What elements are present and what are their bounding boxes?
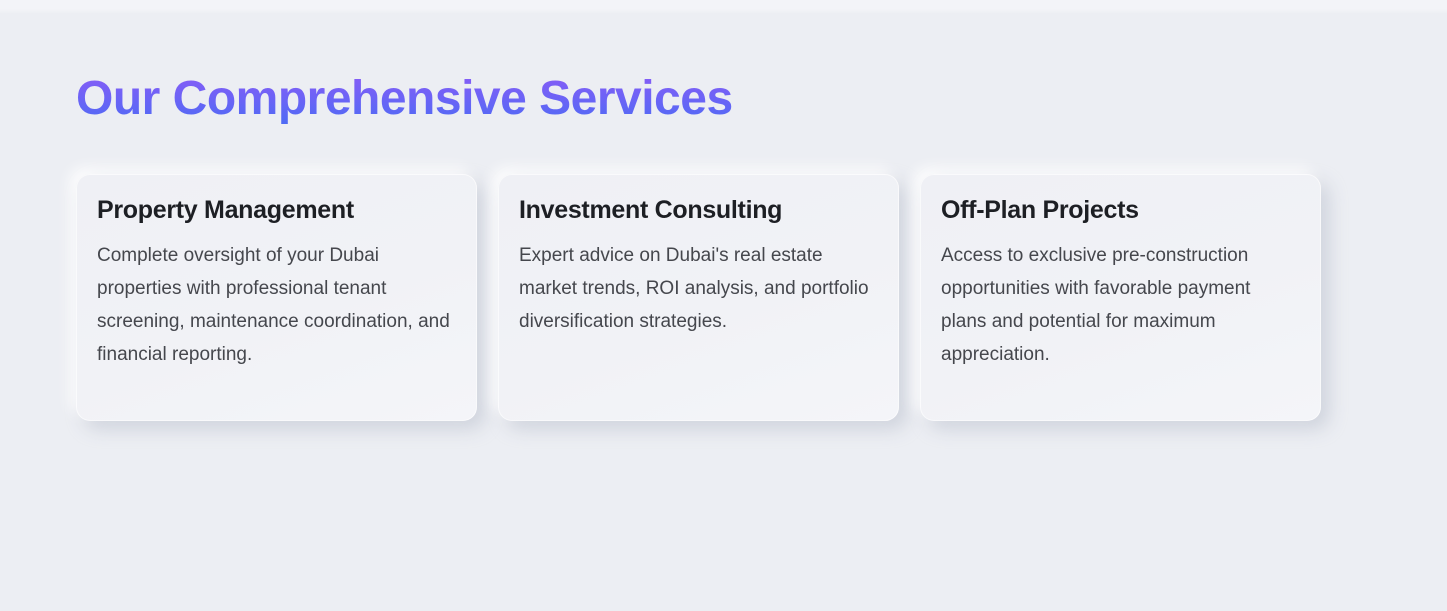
card-title-off-plan-projects: Off-Plan Projects <box>941 195 1139 224</box>
service-card-investment-consulting: Investment Consulting Expert advice on D… <box>498 173 899 421</box>
card-description-investment-consulting: Expert advice on Dubai's real estate mar… <box>519 244 869 332</box>
card-title-property-management: Property Management <box>97 195 354 224</box>
card-description-off-plan-projects: Access to exclusive pre-construction opp… <box>941 244 1251 365</box>
card-description-property-management: Complete oversight of your Dubai propert… <box>97 244 450 365</box>
card-title-investment-consulting: Investment Consulting <box>519 195 783 224</box>
services-section: Our Comprehensive Services Property Mana… <box>76 72 1447 421</box>
service-card-property-management: Property Management Complete oversight o… <box>76 173 477 421</box>
service-card-off-plan-projects: Off-Plan Projects Access to exclusive pr… <box>920 173 1321 421</box>
services-cards-row: Property Management Complete oversight o… <box>76 173 1447 421</box>
section-title: Our Comprehensive Services <box>76 72 733 125</box>
